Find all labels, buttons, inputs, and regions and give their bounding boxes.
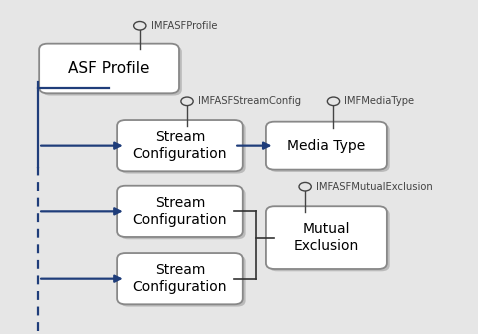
FancyBboxPatch shape xyxy=(269,124,390,172)
FancyBboxPatch shape xyxy=(266,206,387,269)
FancyBboxPatch shape xyxy=(266,122,387,170)
FancyBboxPatch shape xyxy=(42,46,182,96)
Circle shape xyxy=(299,182,311,191)
Circle shape xyxy=(134,21,146,30)
Text: ASF Profile: ASF Profile xyxy=(68,61,150,76)
Text: IMFASFStreamConfig: IMFASFStreamConfig xyxy=(198,96,301,106)
FancyBboxPatch shape xyxy=(120,256,246,307)
Text: Stream
Configuration: Stream Configuration xyxy=(133,130,227,161)
Text: IMFMediaType: IMFMediaType xyxy=(344,96,414,106)
Text: IMFASFProfile: IMFASFProfile xyxy=(151,21,217,31)
Text: Stream
Configuration: Stream Configuration xyxy=(133,196,227,227)
Text: Media Type: Media Type xyxy=(287,139,366,153)
FancyBboxPatch shape xyxy=(120,188,246,239)
FancyBboxPatch shape xyxy=(120,122,246,174)
FancyBboxPatch shape xyxy=(269,208,390,271)
Text: Stream
Configuration: Stream Configuration xyxy=(133,263,227,294)
FancyBboxPatch shape xyxy=(117,253,243,304)
Text: IMFASFMutualExclusion: IMFASFMutualExclusion xyxy=(316,182,433,192)
Circle shape xyxy=(327,97,340,106)
FancyBboxPatch shape xyxy=(117,186,243,237)
FancyBboxPatch shape xyxy=(117,120,243,171)
Circle shape xyxy=(181,97,193,106)
FancyBboxPatch shape xyxy=(39,44,179,93)
Text: Mutual
Exclusion: Mutual Exclusion xyxy=(294,222,359,253)
